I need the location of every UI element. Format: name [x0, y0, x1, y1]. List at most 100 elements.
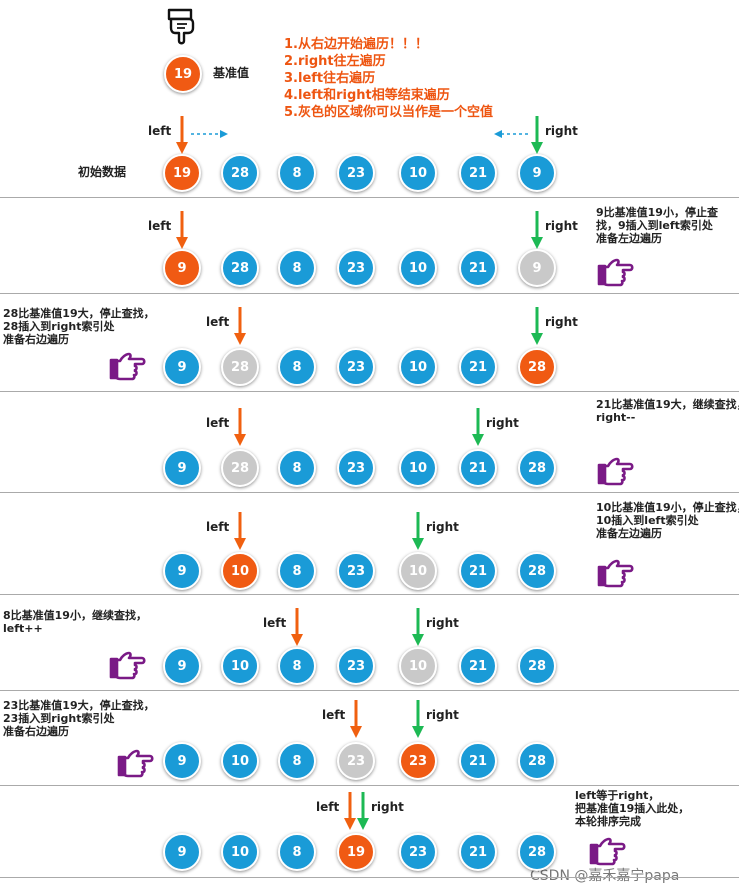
array-cell: 8 — [278, 742, 316, 780]
array-cell: 10 — [399, 154, 437, 192]
pointing-hand-icon — [109, 651, 146, 680]
cell-value: 21 — [468, 658, 488, 674]
array-cell: 21 — [459, 348, 497, 386]
cell-value: 8 — [292, 460, 302, 476]
array-cell: 10 — [399, 552, 437, 590]
cell-value: 21 — [468, 753, 488, 769]
array-cell: 28 — [221, 154, 259, 192]
array-cell: 10 — [399, 449, 437, 487]
row-separator — [0, 877, 739, 878]
cell-value: 10 — [230, 658, 250, 674]
left-pointer-arrow — [234, 512, 246, 550]
array-cell: 21 — [459, 154, 497, 192]
array-cell: 19 — [337, 833, 375, 871]
right-pointer-label: right — [426, 708, 459, 722]
instruction-line: 3.left往右遍历 — [284, 71, 376, 86]
array-cell: 10 — [399, 249, 437, 287]
array-cell: 28 — [518, 552, 556, 590]
array-cell: 9 — [163, 449, 201, 487]
cell-value: 10 — [408, 359, 428, 375]
cell-value: 19 — [172, 165, 192, 181]
array-cell: 9 — [163, 249, 201, 287]
cell-value: 28 — [527, 658, 547, 674]
step-note: 9比基准值19小，停止查 找，9插入到left索引处 准备左边遍历 — [596, 206, 718, 245]
cell-value: 21 — [468, 260, 488, 276]
left-pointer-arrow — [350, 700, 362, 738]
array-cell: 8 — [278, 348, 316, 386]
cell-value: 10 — [230, 563, 250, 579]
right-pointer-label: right — [486, 416, 519, 430]
cell-value: 8 — [292, 658, 302, 674]
cell-value: 8 — [292, 844, 302, 860]
array-cell: 23 — [337, 742, 375, 780]
array-cell: 9 — [518, 154, 556, 192]
array-cell: 21 — [459, 647, 497, 685]
array-cell: 28 — [518, 348, 556, 386]
array-cell: 21 — [459, 552, 497, 590]
step-note: 28比基准值19大，停止查找， 28插入到right索引处 准备右边遍历 — [3, 307, 155, 346]
cell-value: 9 — [532, 165, 542, 181]
instruction-line: 1.从右边开始遍历！！！ — [284, 37, 428, 52]
array-cell: 21 — [459, 833, 497, 871]
cell-value: 10 — [408, 658, 428, 674]
array-cell: 9 — [163, 742, 201, 780]
right-pointer-arrow — [412, 608, 424, 646]
array-cell: 28 — [518, 742, 556, 780]
array-cell: 8 — [278, 552, 316, 590]
cell-value: 8 — [292, 563, 302, 579]
step-note: 21比基准值19大，继续查找， right-- — [596, 398, 739, 424]
array-cell: 8 — [278, 833, 316, 871]
right-pointer-label: right — [545, 219, 578, 233]
cell-value: 8 — [292, 165, 302, 181]
cell-value: 21 — [468, 460, 488, 476]
row-separator — [0, 492, 739, 493]
initial-data-label: 初始数据 — [78, 165, 127, 179]
cell-value: 23 — [408, 844, 428, 860]
cell-value: 28 — [230, 260, 250, 276]
array-cell: 28 — [221, 249, 259, 287]
cell-value: 8 — [292, 753, 302, 769]
right-pointer-label: right — [426, 616, 459, 630]
pointing-hand-icon — [109, 352, 146, 381]
right-pointer-label: right — [545, 315, 578, 329]
array-cell: 8 — [278, 449, 316, 487]
row-separator — [0, 391, 739, 392]
array-cell: 10 — [221, 833, 259, 871]
cell-value: 23 — [346, 460, 366, 476]
array-cell: 10 — [399, 647, 437, 685]
cell-value: 23 — [346, 563, 366, 579]
cell-value: 23 — [346, 165, 366, 181]
array-cell: 9 — [518, 249, 556, 287]
cell-value: 9 — [177, 460, 187, 476]
step-note: 10比基准值19小，停止查找， 10插入到left索引处 准备左边遍历 — [596, 501, 739, 540]
left-pointer-label: left — [316, 800, 340, 814]
row-separator — [0, 690, 739, 691]
left-direction-dashed-arrow-icon — [191, 130, 228, 138]
row-separator — [0, 594, 739, 595]
cell-value: 9 — [177, 359, 187, 375]
left-pointer-arrow — [291, 608, 303, 646]
array-cell: 8 — [278, 647, 316, 685]
cell-value: 23 — [346, 260, 366, 276]
right-pointer-label: right — [371, 800, 404, 814]
pointing-hand-icon — [117, 749, 154, 778]
left-pointer-label: left — [148, 124, 172, 138]
cell-value: 23 — [346, 658, 366, 674]
right-pointer-arrow — [531, 307, 543, 345]
pointing-hand-icon — [589, 837, 626, 866]
instruction-line: 4.left和right相等结束遍历 — [284, 88, 450, 103]
left-pointer-label: left — [206, 315, 230, 329]
row-separator — [0, 785, 739, 786]
cell-value: 28 — [527, 753, 547, 769]
pointing-hand-icon — [597, 559, 634, 588]
array-cell: 9 — [163, 833, 201, 871]
array-cell: 28 — [518, 833, 556, 871]
array-cell: 28 — [518, 647, 556, 685]
cell-value: 10 — [230, 844, 250, 860]
array-cell: 23 — [337, 154, 375, 192]
cell-value: 23 — [408, 753, 428, 769]
cell-value: 19 — [346, 844, 366, 860]
row-separator — [0, 293, 739, 294]
cell-value: 28 — [527, 460, 547, 476]
